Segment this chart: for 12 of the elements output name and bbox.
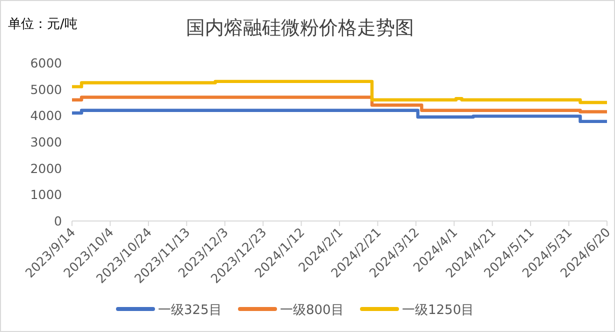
legend-label: 一级325目 (158, 303, 222, 318)
y-tick-label: 1000 (30, 187, 62, 202)
legend-label: 一级1250目 (402, 303, 474, 318)
y-tick-label: 3000 (30, 134, 62, 150)
y-tick-label: 6000 (30, 56, 62, 70)
legend-label: 一级800目 (280, 303, 344, 318)
title: 国内熔融硅微粉价格走势图 (186, 17, 414, 39)
y-tick-label: 0 (54, 214, 62, 228)
y-tick-label: 2000 (30, 160, 62, 176)
ylabel: 单位：元/吨 (8, 17, 78, 32)
y-tick-label: 5000 (30, 82, 62, 97)
y-tick-label: 4000 (30, 108, 62, 124)
